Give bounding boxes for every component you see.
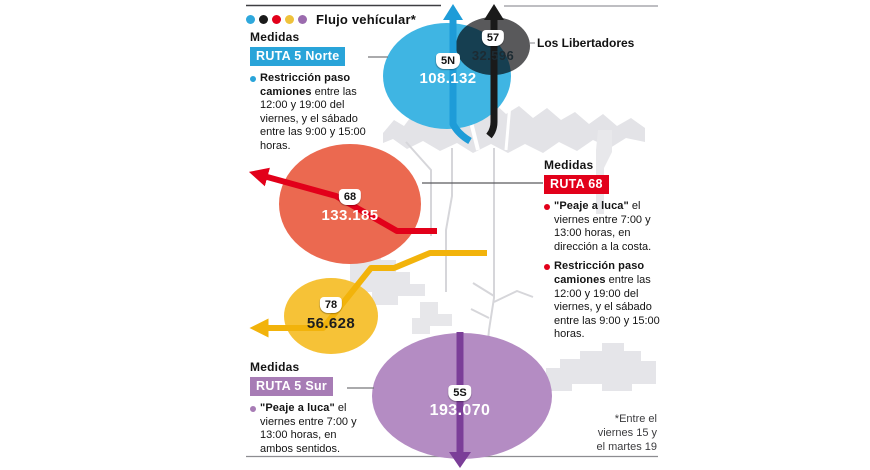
medidas-heading: Medidas (544, 158, 594, 172)
bullet-rest: el viernes entre 7:00 y 13:00 horas, en … (260, 402, 357, 455)
route-shield-5n: 5N (435, 53, 461, 69)
legend: Flujo vehícular* (246, 12, 416, 27)
flow-value-68: 133.185 (321, 207, 379, 224)
footnote-line: *Entre el (614, 413, 657, 425)
arrow-ruta-78 (249, 250, 487, 338)
arrowhead-up-black (484, 4, 504, 20)
route-shield-5s: 5S (448, 385, 472, 401)
bullet-lead: "Peaje a luca" (554, 200, 629, 212)
legend-dot-red-icon (272, 15, 281, 24)
bullet-lead: Restricción paso camiones (554, 260, 645, 286)
arrow-los-libertadores (484, 4, 504, 139)
medidas-heading: Medidas (250, 30, 300, 44)
map-lower-patch (412, 302, 452, 334)
bullet-dot-icon (544, 264, 550, 271)
bullet-item: Restricción paso camiones entre las 12:0… (544, 260, 666, 342)
footnote-line: viernes 15 y (597, 427, 657, 439)
bullet-dot-icon (250, 76, 256, 82)
panel-ruta-5-sur: Medidas RUTA 5 Sur "Peaje a luca" el vie… (250, 360, 360, 456)
bullet-item: "Peaje a luca" el viernes entre 7:00 y 1… (250, 402, 360, 456)
bullet-rest: entre las 12:00 y 19:00 del viernes, y e… (554, 273, 660, 341)
route-label-ruta-5-norte: RUTA 5 Norte (250, 47, 346, 66)
route-shield-78: 78 (319, 297, 343, 313)
panel-ruta-68: Medidas RUTA 68 "Peaje a luca" el vierne… (544, 158, 666, 342)
bullet-text: "Peaje a luca" el viernes entre 7:00 y 1… (260, 402, 360, 456)
bullet-text: Restricción paso camiones entre las 12:0… (554, 260, 666, 342)
footnote: *Entre el viernes 15 y el martes 19 (575, 412, 657, 454)
arrow-ruta-5-norte (443, 4, 472, 145)
bullet-rest: el viernes entre 7:00 y 13:00 horas, en … (554, 200, 652, 253)
medidas-heading: Medidas (250, 360, 300, 374)
arrow-ruta-68 (248, 167, 437, 234)
bullet-lead: "Peaje a luca" (260, 402, 335, 414)
bullet-rest: entre las 12:00 y 19:00 del viernes, y e… (260, 85, 366, 152)
route-shield-57: 57 (481, 30, 505, 46)
flow-value-57: 32.596 (471, 48, 515, 63)
legend-dot-purple-icon (298, 15, 307, 24)
legend-title: Flujo vehícular* (316, 12, 417, 27)
bullet-lead: Restricción paso camiones (260, 72, 351, 98)
flow-value-78: 56.628 (306, 315, 356, 332)
legend-dot-blue-icon (246, 15, 255, 24)
route-label-ruta-5-sur: RUTA 5 Sur (250, 377, 334, 396)
route-shield-68: 68 (338, 189, 362, 205)
bullet-item: "Peaje a luca" el viernes entre 7:00 y 1… (544, 200, 666, 254)
bullet-text: "Peaje a luca" el viernes entre 7:00 y 1… (554, 200, 666, 254)
route-label-ruta-68: RUTA 68 (544, 175, 609, 194)
map-white-road-2 (504, 103, 512, 151)
map-road-lines (405, 141, 534, 353)
los-libertadores-label: Los Libertadores (537, 36, 635, 50)
map-bottom-right-blob (546, 343, 656, 391)
arrowhead-up-blue (443, 4, 463, 20)
bullet-item: Restricción paso camiones entre las 12:0… (250, 72, 367, 154)
bullet-dot-icon (544, 204, 550, 210)
legend-dot-black-icon (259, 15, 268, 24)
bullet-dot-icon (250, 406, 256, 412)
footnote-line: el martes 19 (596, 441, 657, 453)
legend-dot-yellow-icon (285, 15, 294, 24)
panel-ruta-5-norte: Medidas RUTA 5 Norte Restricción paso ca… (250, 30, 367, 154)
flow-value-5n: 108.132 (419, 70, 477, 87)
arrowhead-down-purple (449, 452, 471, 468)
bullet-text: Restricción paso camiones entre las 12:0… (260, 72, 367, 154)
flow-value-5s: 193.070 (429, 402, 491, 419)
